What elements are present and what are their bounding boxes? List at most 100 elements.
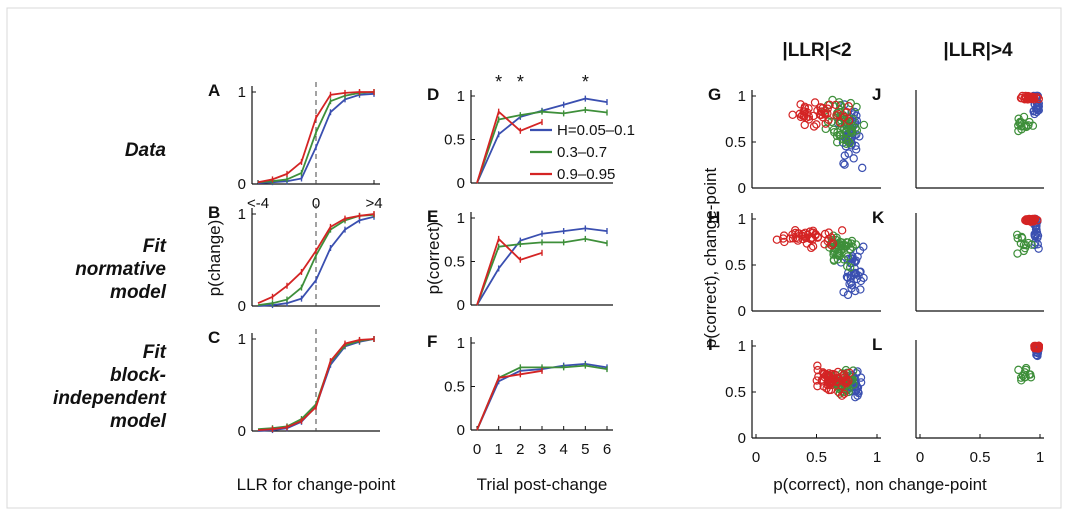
panel-h-point-blue [856,285,865,294]
panel-f-xtick-label: 2 [516,441,524,458]
panel-g-point-blue [839,159,848,168]
panel-h-point-blue [843,290,853,300]
panel-g-point-red [831,100,840,110]
panel-i-xtick-label: 0 [752,449,760,466]
panel-g-point-red [824,115,833,125]
panel-i-ytick-label: 1 [738,338,746,355]
panel-e-ytick-label: 0.5 [444,254,465,271]
panel-l-point-green [1021,372,1030,382]
panel-k-point-green [1027,240,1036,249]
panel-i-point-blue [856,378,866,387]
row-label-1: model [110,282,167,303]
panel-g-point-red [809,122,819,131]
panel-i-point-red [845,368,854,378]
panel-i-point-red [828,369,837,379]
panel-l-xtick-label: 0.5 [970,449,991,466]
panel-j-point-red [1020,95,1029,104]
panel-j-point-red [1016,93,1026,103]
panel-i-point-red [831,377,841,386]
panel-d-ytick-label: 1 [457,88,465,105]
panel-g-point-red [800,102,810,112]
panel-l: L 0 0.5 1 [872,335,1044,466]
panel-h-point-red [807,243,816,253]
panel-i-point-red [834,387,843,397]
panel-h-point-blue [856,276,866,286]
panel-j-point-blue [1033,104,1042,113]
panel-h-point-red [788,234,798,243]
panel-h-ytick-label: 1 [738,211,746,228]
figure-annotations: |LLR|<2 |LLR|>4 p(change) LLR for change-po… [205,40,1013,494]
panel-g-point-green [852,102,861,112]
panel-h-point-green [847,239,856,248]
panel-i: I 0 0.5 1 0 0.5 1 [708,335,881,466]
panel-k-point-red [1030,214,1039,224]
panel-i-ytick-label: 0 [738,430,746,447]
panel-a-xtick-label: 0 [312,195,320,212]
x-label-p-correct-non-change-point: p(correct), non change-point [773,475,987,494]
panel-i-point-red [828,378,837,387]
panel-g-point-green [852,126,862,135]
panel-b-ytick-label: 1 [238,206,246,223]
legend-label-red: 0.9–0.95 [557,166,615,183]
panel-g-ytick-label: 0.5 [725,134,746,151]
panel-f-ytick-label: 0.5 [444,379,465,396]
panel-i-point-green [848,375,857,384]
panel-d-series-red [476,110,543,184]
panel-g-point-green [841,135,851,145]
panel-g-point-blue [840,151,850,160]
panel-e-ytick-label: 0 [457,297,465,314]
panel-g-point-blue [849,154,858,163]
panel-i-point-blue [853,367,862,376]
panel-g-point-red [812,120,821,129]
panel-g-point-red [799,107,808,116]
panel-g-point-red [800,120,809,130]
panel-f: F00.510 1 2 3 4 5 6 [427,332,613,458]
panel-h-point-red [820,240,829,249]
panel-a-xtick-label: >4 [365,195,382,212]
panel-f-xtick-label: 4 [559,441,567,458]
panel-i-point-red [840,389,849,398]
panel-c-ytick-label: 1 [238,331,246,348]
row-label-2: model [110,411,167,432]
panel-i-point-red [819,369,829,378]
panel-l-xtick-label: 0 [916,449,924,466]
panel-i-xtick-label: 1 [873,449,881,466]
panel-e: E 0 0.5 1 [427,207,613,314]
panel-g-point-red [810,98,820,107]
panel-i-point-red [813,381,822,391]
panel-g-point-red [844,102,853,111]
panel-i-letter: I [708,335,713,354]
panel-a: A01<-4 0 >4 [208,81,383,212]
panel-j-point-green [1021,121,1031,131]
panel-h-point-red [772,235,782,244]
row-label-0: Data [125,140,167,161]
panel-g-point-red [832,111,841,120]
panel-e-ytick-label: 1 [457,210,465,227]
panel-h-point-blue [847,284,856,293]
panel-d-significance-star: * [495,72,502,92]
panel-b: B 0 1 [208,203,380,315]
panel-g-point-red [836,118,845,127]
panel-g-point-blue [858,163,867,173]
panel-g-point-blue [850,107,859,117]
panel-d-letter: D [427,85,439,104]
panel-c: C 0 1 [208,328,380,440]
panel-g-point-green [847,128,857,138]
y-label-p-correct: p(correct) [424,222,443,295]
panel-g-point-red [842,108,852,117]
panel-a-letter: A [208,81,220,100]
panel-j-point-blue [1032,107,1041,117]
panel-g-point-red [825,100,834,110]
panel-g-point-red [788,110,797,120]
y-label-p-correct-change-point: p(correct), change-point [701,167,720,348]
panel-a-ytick-label: 1 [238,84,246,101]
panel-d-significance-star: * [582,72,589,92]
panel-d-significance-star: * [517,72,524,92]
panel-h-point-green [843,252,852,261]
panel-h-point-blue [854,271,863,280]
panel-i-point-blue [854,388,863,398]
panel-h-point-red [837,226,847,235]
panel-i-point-red [813,361,822,370]
panel-g-ytick-label: 0 [738,180,746,197]
panel-g-point-red [844,116,854,125]
